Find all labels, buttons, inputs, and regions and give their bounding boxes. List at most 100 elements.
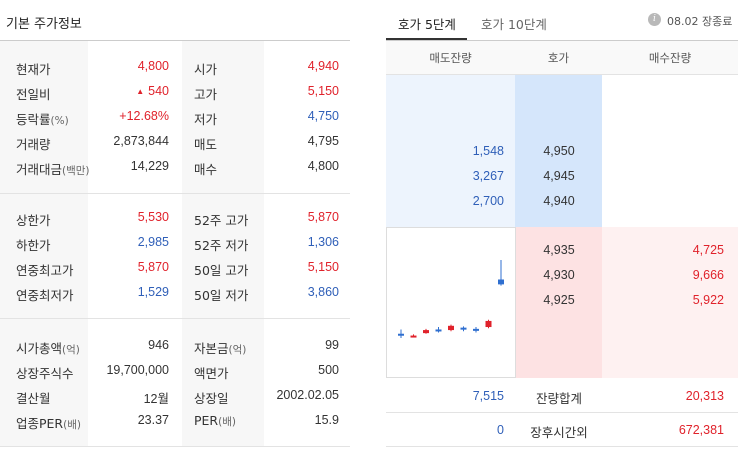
par-value-label: 액면가 — [194, 366, 229, 381]
trade-amount-label: 거래대금(백만) — [16, 162, 90, 177]
price-section: 현재가 4,800 시가 4,940 전일비 ▲ 540 고가 5,150 등락률… — [0, 41, 350, 194]
change-value: ▲ 540 — [136, 84, 169, 98]
stat-row: 결산월 12월 상장일 2002.02.05 — [0, 384, 350, 409]
upper-limit-label: 상한가 — [16, 213, 51, 228]
industry-per-value: 23.37 — [137, 413, 169, 427]
ask-row: 2,700 4,940 — [386, 190, 738, 215]
current-price-value: 4,800 — [137, 59, 169, 73]
candle-body — [498, 279, 504, 285]
day50-high-value: 5,150 — [307, 260, 339, 274]
week52-high-label: 52주 고가 — [194, 213, 249, 228]
current-price-label: 현재가 — [16, 62, 51, 77]
listing-date-value: 2002.02.05 — [276, 388, 339, 402]
candle-body — [398, 333, 404, 336]
after-hours-ask-qty: 0 — [497, 423, 504, 437]
stat-row: 하한가 2,985 52주 저가 1,306 — [0, 231, 350, 256]
stat-row: 연중최저가 1,529 50일 저가 3,860 — [0, 281, 350, 306]
capital-value: 99 — [325, 338, 339, 352]
stat-row: 상한가 5,530 52주 고가 5,870 — [0, 206, 350, 231]
ask-qty: 3,267 — [472, 169, 504, 183]
mini-candle-chart — [386, 227, 516, 378]
high-price-value: 5,150 — [307, 84, 339, 98]
candle-chart-svg — [398, 260, 504, 338]
per-label: PER(배) — [194, 413, 236, 428]
ask-rows: 1,548 4,950 3,267 4,945 2,700 4,940 — [386, 75, 738, 227]
trade-amount-value: 14,229 — [130, 159, 169, 173]
year-low-value: 1,529 — [137, 285, 169, 299]
per-value: 15.9 — [314, 413, 339, 427]
stat-row: 연중최고가 5,870 50일 고가 5,150 — [0, 256, 350, 281]
divider — [0, 40, 350, 41]
bid-row: 4,930 9,666 — [386, 264, 738, 289]
stat-row: 전일비 ▲ 540 고가 5,150 — [0, 80, 350, 105]
price-header: 호가 — [547, 51, 570, 65]
listed-shares-label: 상장주식수 — [16, 366, 74, 381]
ask-price: 4,940 — [543, 194, 575, 208]
week52-low-label: 52주 저가 — [194, 238, 249, 253]
bid-price: 4,935 — [543, 243, 575, 257]
bid-rows: 4,935 4,725 4,930 9,666 4,925 5,922 — [386, 227, 738, 378]
ask-qty-header: 매도잔량 — [429, 51, 472, 65]
listed-shares-value: 19,700,000 — [106, 363, 169, 377]
capital-label: 자본금(억) — [194, 341, 247, 356]
week52-low-value: 1,306 — [307, 235, 339, 249]
up-arrow-icon: ▲ — [136, 87, 145, 96]
bid-row: 4,935 4,725 — [386, 239, 738, 264]
year-low-label: 연중최저가 — [16, 288, 74, 303]
day50-high-label: 50일 고가 — [194, 263, 249, 278]
company-section: 시가총액(억) 946 자본금(억) 99 상장주식수 19,700,000 액… — [0, 319, 350, 447]
bid-row: 4,925 5,922 — [386, 289, 738, 314]
range-section: 상한가 5,530 52주 고가 5,870 하한가 2,985 52주 저가 … — [0, 194, 350, 319]
after-hours-label: 장후시간외 — [530, 425, 588, 440]
total-ask-qty: 7,515 — [472, 389, 504, 403]
ask-price-label: 매도 — [194, 137, 218, 152]
bid-qty: 4,725 — [692, 243, 724, 257]
candle-body — [423, 330, 429, 334]
ask-price-value: 4,795 — [307, 134, 339, 148]
bid-qty-header: 매수잔량 — [648, 51, 692, 65]
total-label: 잔량합계 — [535, 391, 582, 406]
day50-low-value: 3,860 — [307, 285, 339, 299]
stat-row: 상장주식수 19,700,000 액면가 500 — [0, 359, 350, 384]
low-price-label: 저가 — [194, 112, 218, 127]
market-status: 08.02 장종료 — [667, 15, 733, 28]
open-price-label: 시가 — [194, 62, 218, 77]
candle-body — [448, 325, 454, 331]
upper-limit-value: 5,530 — [137, 210, 169, 224]
stat-row: 등락률(%) +12.68% 저가 4,750 — [0, 105, 350, 130]
ask-qty: 1,548 — [472, 144, 504, 158]
high-price-label: 고가 — [194, 87, 218, 102]
ask-price: 4,945 — [543, 169, 575, 183]
listing-date-label: 상장일 — [194, 391, 229, 406]
year-high-label: 연중최고가 — [16, 263, 74, 278]
candle-body — [460, 327, 467, 330]
change-label: 전일비 — [16, 87, 51, 102]
change-rate-value: +12.68% — [119, 109, 169, 123]
par-value-value: 500 — [318, 363, 339, 377]
tab-10-levels[interactable]: 호가 10단계 — [481, 17, 547, 32]
info-icon[interactable]: i — [648, 13, 661, 26]
year-high-value: 5,870 — [137, 260, 169, 274]
bid-qty: 9,666 — [692, 268, 724, 282]
after-hours-row: 0 장후시간외 672,381 — [386, 413, 738, 447]
day50-low-label: 50일 저가 — [194, 288, 249, 303]
tab-5-levels[interactable]: 호가 5단계 — [398, 17, 456, 32]
fiscal-month-value: 12월 — [143, 392, 169, 406]
order-book-panel: 호가 5단계 호가 10단계 i 08.02 장종료 매도잔량 호가 매수잔량 … — [386, 0, 738, 459]
volume-label: 거래량 — [16, 137, 51, 152]
bid-price-label: 매수 — [194, 162, 218, 177]
after-hours-bid-qty: 672,381 — [678, 423, 724, 437]
week52-high-value: 5,870 — [307, 210, 339, 224]
stat-row: 거래대금(백만) 14,229 매수 4,800 — [0, 155, 350, 180]
candle-body — [410, 335, 417, 338]
stat-row: 시가총액(억) 946 자본금(억) 99 — [0, 334, 350, 359]
active-tab-indicator — [386, 38, 467, 41]
ask-row: 3,267 4,945 — [386, 165, 738, 190]
stat-row: 거래량 2,873,844 매도 4,795 — [0, 130, 350, 155]
ask-price: 4,950 — [543, 144, 575, 158]
market-cap-value: 946 — [148, 338, 169, 352]
lower-limit-label: 하한가 — [16, 238, 51, 253]
change-rate-label: 등락률(%) — [16, 112, 69, 127]
total-bid-qty: 20,313 — [685, 389, 724, 403]
stat-row: 업종PER(배) 23.37 PER(배) 15.9 — [0, 409, 350, 434]
